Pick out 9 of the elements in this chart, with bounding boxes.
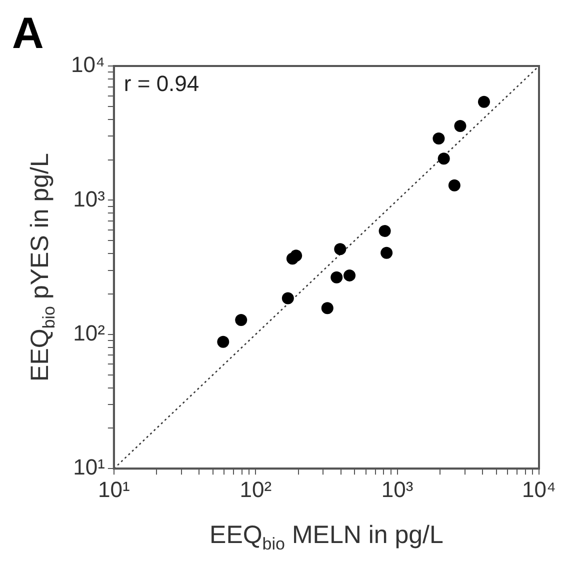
- y-tick-label: 10²: [73, 320, 105, 346]
- y-tick-label: 10³: [73, 186, 105, 212]
- annotation: r = 0.94: [124, 71, 200, 96]
- x-tick-label: 10³: [381, 476, 414, 502]
- y-tick-label: 10⁴: [70, 52, 105, 78]
- x-tick-label: 10⁴: [522, 476, 556, 502]
- chart-title: A: [12, 9, 44, 58]
- y-axis-title: EEQbio pYES in pg/L: [26, 153, 58, 382]
- x-tick-label: 10²: [240, 476, 272, 502]
